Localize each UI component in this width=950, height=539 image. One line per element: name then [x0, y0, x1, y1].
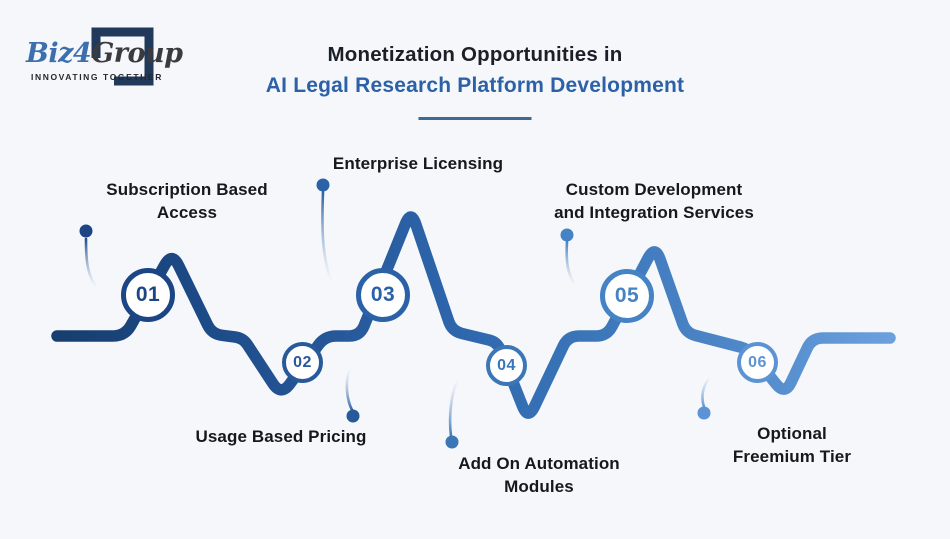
node-number: 02	[293, 353, 312, 371]
logo-brand-prefix: Biz	[26, 38, 73, 69]
pin-dot-03	[316, 178, 330, 192]
pin-dot-06	[697, 406, 711, 420]
page-title-line2: AI Legal Research Platform Development	[265, 74, 685, 97]
node-number: 03	[370, 283, 396, 306]
node-number: 01	[135, 283, 161, 306]
pin-dot-04	[445, 435, 459, 449]
pin-06	[697, 375, 712, 420]
node-circle-06: 06	[737, 342, 778, 383]
pin-03	[316, 178, 334, 284]
pin-04	[445, 379, 459, 449]
node-label-04: Add On Automation Modules	[458, 454, 620, 496]
node-number: 04	[497, 356, 516, 374]
pin-02	[345, 368, 360, 423]
pin-01	[79, 224, 99, 290]
node-circle-02: 02	[282, 342, 323, 383]
node-label-03: Enterprise Licensing	[332, 154, 504, 173]
pin-05	[560, 228, 577, 287]
logo-wordmark: Biz4Group	[26, 40, 183, 68]
node-label-02: Usage Based Pricing	[195, 427, 367, 446]
node-circle-03: 03	[356, 268, 410, 322]
pin-dot-01	[79, 224, 93, 238]
pin-dot-02	[346, 409, 360, 423]
node-label-06: Optional Freemium Tier	[732, 424, 852, 466]
node-label-01: Subscription Based Access	[106, 180, 268, 222]
node-circle-05: 05	[600, 269, 654, 323]
node-number: 05	[614, 284, 640, 307]
pin-dot-05	[560, 228, 574, 242]
node-circle-01: 01	[121, 268, 175, 322]
logo-tagline: INNOVATING TOGETHER	[31, 72, 163, 82]
zigzag-wave-line	[51, 211, 896, 419]
logo-brand-digit: 4	[72, 38, 92, 69]
logo-brand-suffix: Group	[91, 38, 183, 69]
logo-frame-icon	[91, 27, 154, 86]
node-circle-04: 04	[486, 345, 527, 386]
node-number: 06	[748, 353, 767, 371]
page-title: Monetization Opportunities in AI Legal R…	[266, 43, 684, 98]
node-label-05: Custom Development and Integration Servi…	[554, 180, 754, 222]
page-title-line1: Monetization Opportunities in	[327, 43, 623, 66]
title-underline	[418, 117, 532, 120]
